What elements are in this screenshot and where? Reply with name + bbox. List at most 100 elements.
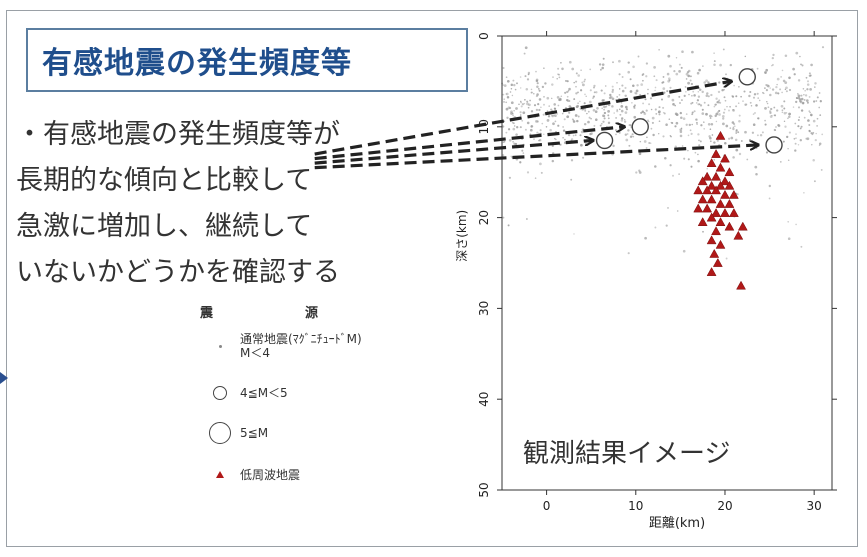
- normal-quake-point: [660, 98, 664, 101]
- normal-quake-point: [528, 103, 531, 107]
- normal-quake-point: [654, 86, 657, 89]
- normal-quake-point: [775, 85, 778, 89]
- normal-quake-point: [771, 64, 773, 67]
- normal-quake-point: [730, 136, 734, 140]
- normal-quake-point: [785, 90, 788, 93]
- normal-quake-point: [804, 89, 807, 92]
- normal-quake-point: [819, 114, 822, 116]
- normal-quake-point: [506, 116, 509, 119]
- normal-quake-point: [669, 64, 672, 68]
- normal-quake-point: [688, 93, 690, 96]
- normal-quake-point: [809, 74, 812, 77]
- normal-quake-point: [581, 81, 584, 84]
- normal-quake-point: [632, 84, 635, 88]
- normal-quake-point: [806, 101, 809, 104]
- normal-quake-point: [679, 111, 682, 115]
- normal-quake-point: [806, 88, 809, 91]
- y-axis-label: 深さ(km): [455, 210, 469, 262]
- normal-quake-point: [593, 86, 595, 89]
- normal-quake-point: [520, 100, 522, 103]
- low-freq-quake-point: [736, 280, 746, 290]
- normal-quake-point: [756, 134, 759, 137]
- normal-quake-point: [770, 107, 773, 111]
- normal-quake-point: [812, 159, 815, 162]
- low-freq-quake-point: [733, 230, 744, 240]
- y-tick-label: 40: [477, 392, 491, 407]
- normal-quake-point: [557, 67, 560, 70]
- normal-quake-point: [746, 158, 749, 161]
- normal-quake-point: [577, 102, 579, 104]
- normal-quake-point: [550, 97, 553, 100]
- normal-quake-point: [703, 128, 705, 130]
- normal-quake-point: [714, 114, 717, 118]
- low-freq-quake-point: [720, 208, 730, 217]
- normal-quake-point: [556, 113, 559, 115]
- normal-quake-point: [548, 105, 550, 107]
- normal-quake-point: [535, 108, 539, 112]
- normal-quake-point: [727, 137, 731, 140]
- normal-quake-point: [732, 127, 735, 131]
- normal-quake-point: [559, 143, 562, 146]
- normal-quake-point: [524, 128, 527, 131]
- normal-quake-point: [709, 117, 712, 119]
- normal-quake-point: [623, 120, 627, 123]
- normal-quake-point: [807, 119, 810, 122]
- normal-quake-point: [519, 161, 522, 164]
- normal-quake-point: [564, 91, 567, 94]
- normal-quake-point: [713, 63, 716, 66]
- normal-quake-point: [519, 87, 522, 89]
- normal-quake-point: [709, 128, 712, 130]
- normal-quake-point: [733, 122, 736, 126]
- normal-quake-point: [707, 122, 711, 126]
- normal-quake-point: [821, 46, 825, 49]
- normal-quake-point: [755, 104, 758, 107]
- normal-quake-point: [681, 145, 684, 147]
- normal-quake-point: [546, 119, 550, 122]
- normal-quake-point: [668, 94, 670, 97]
- circle-large-icon: [209, 422, 231, 444]
- normal-quake-point: [691, 123, 693, 126]
- normal-quake-point: [784, 81, 788, 84]
- normal-quake-point: [603, 92, 606, 95]
- normal-quake-point: [603, 108, 605, 111]
- normal-quake-point: [538, 98, 542, 101]
- normal-quake-point: [546, 96, 550, 100]
- normal-quake-point: [771, 115, 773, 117]
- normal-quake-point: [526, 218, 528, 220]
- normal-quake-point: [619, 113, 622, 116]
- normal-quake-point: [632, 135, 635, 138]
- x-tick-label: 10: [628, 499, 643, 513]
- normal-quake-point: [696, 123, 698, 126]
- normal-quake-point: [685, 123, 688, 126]
- normal-quake-point: [516, 82, 518, 85]
- normal-quake-point: [667, 54, 671, 58]
- normal-quake-point: [593, 124, 596, 127]
- normal-quake-point: [815, 132, 817, 135]
- y-ticks: 0 10 20 30 40 50: [477, 32, 837, 498]
- normal-quake-point: [618, 88, 621, 90]
- normal-quake-point: [685, 78, 688, 80]
- normal-quake-point: [616, 109, 619, 111]
- normal-quake-point: [804, 94, 808, 97]
- normal-quake-point: [505, 93, 508, 95]
- normal-quake-point: [657, 132, 660, 135]
- normal-quake-point: [703, 121, 705, 123]
- normal-quake-point: [795, 137, 797, 139]
- low-freq-quakes: [693, 130, 748, 290]
- normal-quake-point: [691, 101, 694, 104]
- normal-quake-point: [580, 69, 582, 72]
- normal-quake-point: [718, 81, 721, 84]
- normal-quake-point: [769, 87, 771, 89]
- normal-quake-point: [801, 102, 805, 105]
- normal-quake-point: [788, 131, 791, 134]
- normal-quake-point: [765, 83, 768, 87]
- normal-quake-point: [566, 80, 569, 83]
- normal-quake-point: [722, 111, 726, 114]
- normal-quake-point: [529, 99, 531, 102]
- normal-quake-point: [644, 236, 647, 240]
- normal-quake-point: [722, 117, 725, 120]
- normal-quake-point: [695, 118, 698, 121]
- normal-quake-point: [542, 113, 545, 116]
- normal-quake-point: [558, 76, 561, 79]
